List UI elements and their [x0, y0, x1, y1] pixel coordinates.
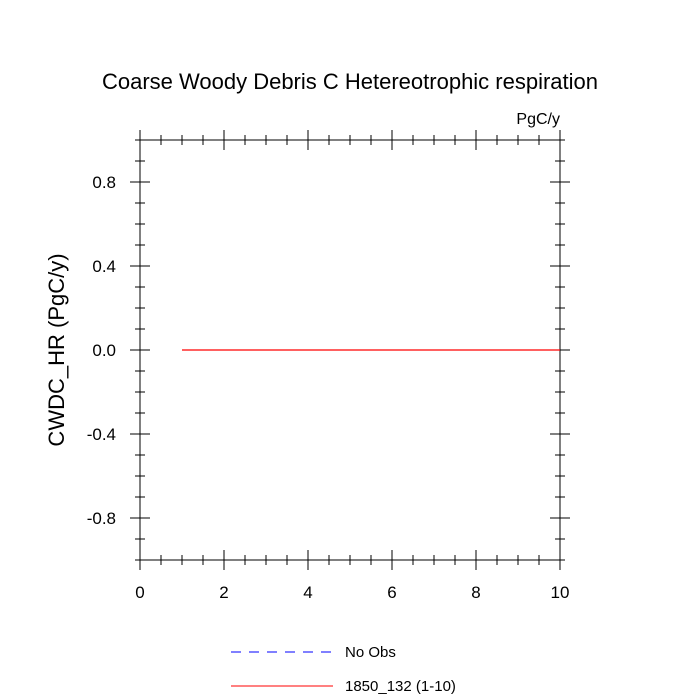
x-tick-label: 0: [135, 583, 144, 602]
y-tick-label: 0.4: [92, 257, 116, 276]
y-tick-label: -0.4: [87, 425, 116, 444]
chart-title: Coarse Woody Debris C Hetereotrophic res…: [102, 69, 598, 94]
x-tick-label: 10: [551, 583, 570, 602]
tick-labels: 0 2 4 6 8 10 -0.8 -0.4 0.0 0.4 0.8: [87, 173, 570, 602]
x-tick-label: 2: [219, 583, 228, 602]
x-tick-label: 4: [303, 583, 312, 602]
y-tick-label: -0.8: [87, 509, 116, 528]
y-axis-label: CWDC_HR (PgC/y): [44, 253, 69, 446]
x-tick-label: 8: [471, 583, 480, 602]
x-tick-label: 6: [387, 583, 396, 602]
legend: No Obs 1850_132 (1-10): [231, 644, 456, 695]
y-tick-label: 0.8: [92, 173, 116, 192]
legend-label: No Obs: [345, 644, 396, 661]
units-label: PgC/y: [516, 111, 560, 128]
y-tick-label: 0.0: [92, 341, 116, 360]
legend-label: 1850_132 (1-10): [345, 678, 456, 695]
axis-ticks: [130, 130, 570, 570]
